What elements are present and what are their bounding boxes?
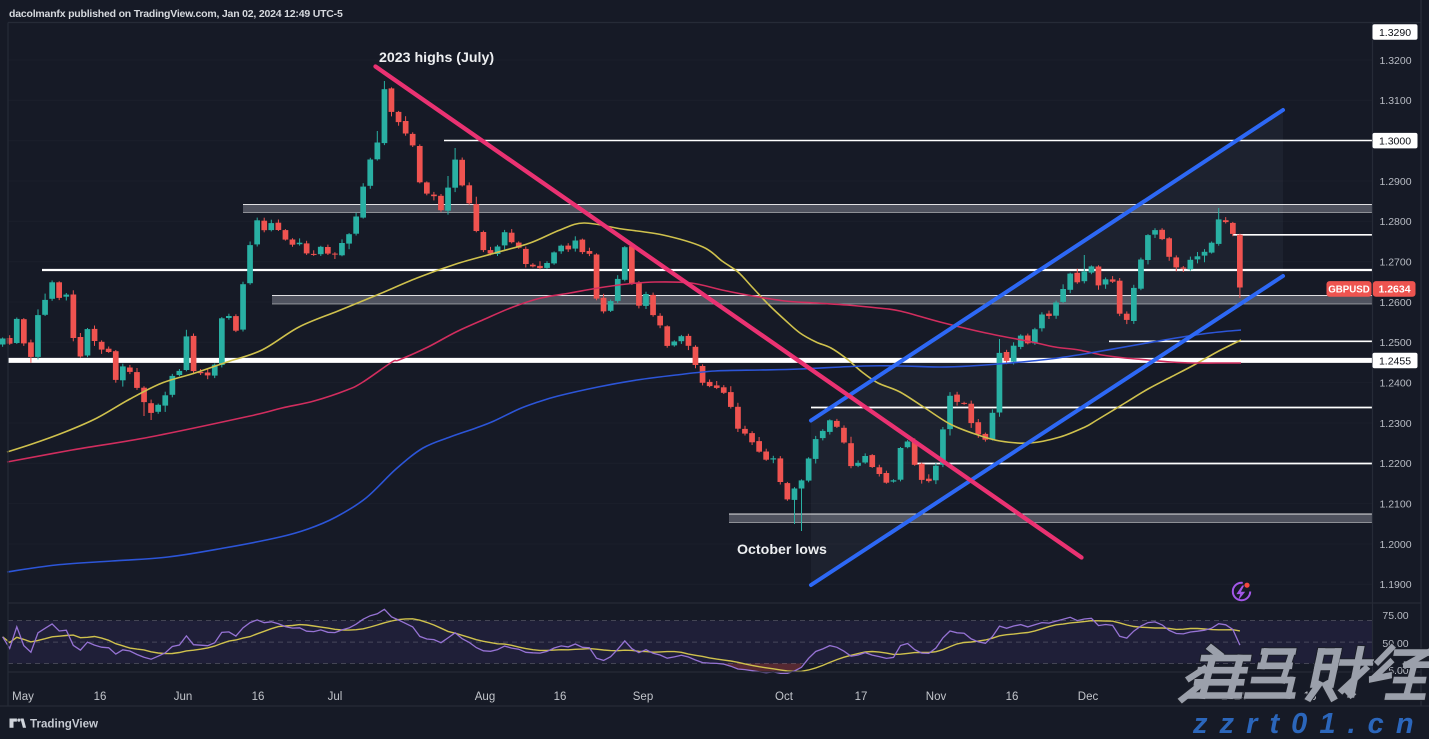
svg-text:TradingView: TradingView [30, 717, 99, 730]
svg-text:1.2100: 1.2100 [1379, 498, 1411, 510]
svg-text:1.2455: 1.2455 [1379, 355, 1411, 367]
svg-text:1.1900: 1.1900 [1379, 579, 1411, 591]
svg-text:75.00: 75.00 [1382, 610, 1408, 622]
svg-text:dacolmanfx published on Tradin: dacolmanfx published on TradingView.com,… [9, 8, 343, 20]
svg-text:Jul: Jul [328, 691, 343, 703]
svg-text:1.3290: 1.3290 [1379, 27, 1411, 39]
svg-text:16: 16 [554, 691, 567, 703]
svg-text:Oct: Oct [775, 691, 794, 703]
svg-text:2023 highs (July): 2023 highs (July) [379, 50, 494, 66]
svg-text:16: 16 [1006, 691, 1019, 703]
svg-text:1.2500: 1.2500 [1379, 337, 1411, 349]
svg-text:17: 17 [855, 691, 868, 703]
svg-text:October lows: October lows [737, 542, 827, 558]
svg-text:Nov: Nov [926, 691, 947, 703]
svg-text:z z r t 0 1 . c n: z z r t 0 1 . c n [1192, 708, 1416, 739]
svg-text:Jun: Jun [174, 691, 193, 703]
svg-text:GBPUSD: GBPUSD [1328, 285, 1369, 296]
svg-text:1.2400: 1.2400 [1379, 377, 1411, 389]
svg-text:1.2700: 1.2700 [1379, 257, 1411, 269]
svg-text:Dec: Dec [1078, 691, 1099, 703]
svg-text:1.2634: 1.2634 [1378, 284, 1410, 296]
svg-text:1.2800: 1.2800 [1379, 216, 1411, 228]
svg-text:1.2000: 1.2000 [1379, 539, 1411, 551]
svg-text:1.2900: 1.2900 [1379, 176, 1411, 188]
svg-text:1.2600: 1.2600 [1379, 297, 1411, 309]
svg-text:1.3000: 1.3000 [1379, 136, 1411, 148]
svg-text:Sep: Sep [633, 691, 653, 703]
svg-text:1.2200: 1.2200 [1379, 458, 1411, 470]
svg-text:1.2300: 1.2300 [1379, 418, 1411, 430]
svg-text:16: 16 [252, 691, 265, 703]
svg-text:1.3200: 1.3200 [1379, 55, 1411, 67]
svg-text:May: May [12, 691, 34, 703]
svg-text:16: 16 [94, 691, 107, 703]
svg-text:Aug: Aug [475, 691, 495, 703]
svg-text:1.3100: 1.3100 [1379, 95, 1411, 107]
